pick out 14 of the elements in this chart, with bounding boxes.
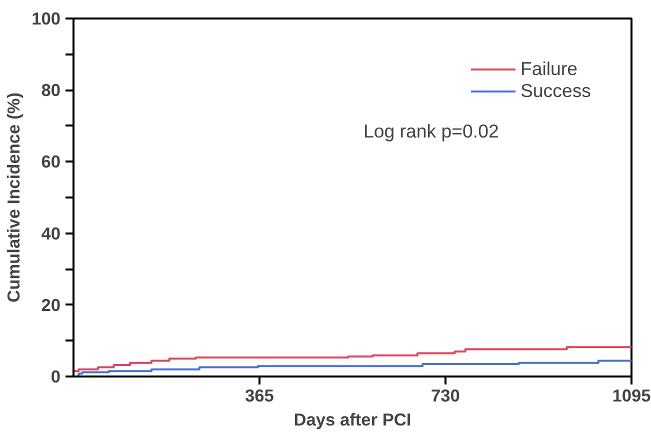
y-tick-label: 20	[41, 294, 61, 315]
x-tick-label: 730	[431, 386, 460, 406]
annotation: Log rank p=0.02	[364, 120, 499, 142]
y-axis-title: Cumulative Incidence (%)	[4, 92, 24, 302]
legend-label: Success	[520, 80, 591, 102]
x-tick-label: 1095	[612, 386, 651, 406]
y-tick-label: 80	[41, 80, 61, 100]
y-tick-label: 100	[32, 8, 61, 28]
y-tick-label: 40	[41, 223, 61, 244]
y-tick-label: 0	[50, 366, 61, 386]
legend-label: Failure	[520, 58, 578, 80]
x-tick-label: 365	[245, 386, 274, 406]
x-axis-title: Days after PCI	[294, 410, 412, 430]
y-tick-label: 60	[41, 152, 61, 172]
